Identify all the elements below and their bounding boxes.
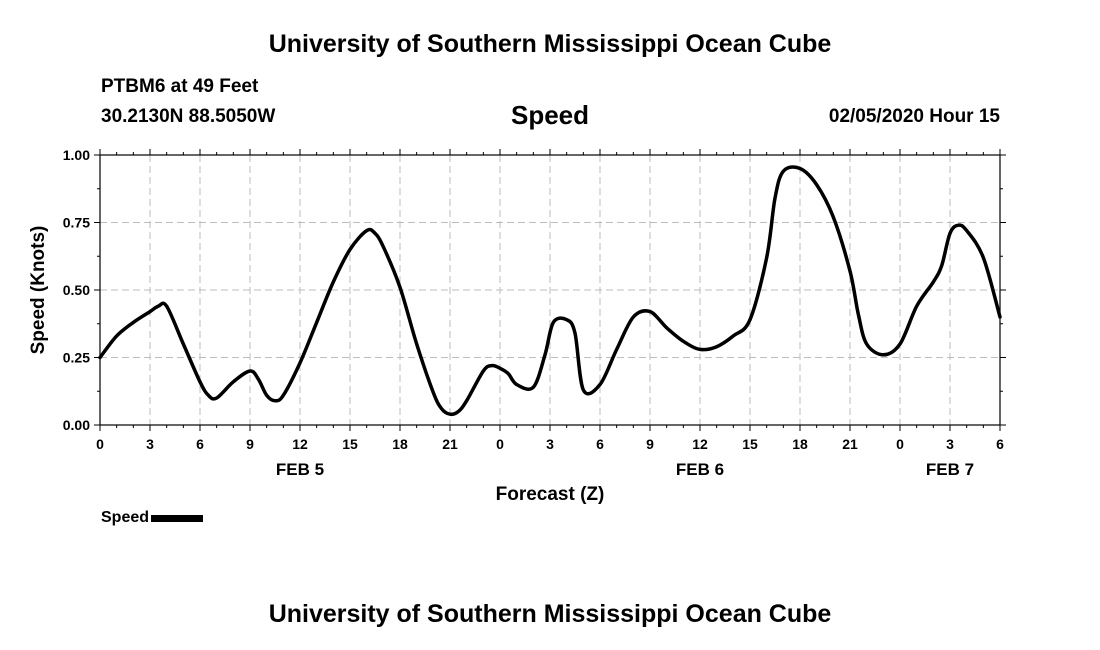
- x-tick-label: 9: [246, 436, 254, 452]
- x-tick-label: 6: [996, 436, 1004, 452]
- x-tick-label: 3: [946, 436, 954, 452]
- chart-title: Speed: [510, 100, 590, 130]
- x-tick-label: 18: [792, 436, 808, 452]
- x-tick-label: 3: [146, 436, 154, 452]
- legend-swatch: [151, 514, 204, 522]
- date-label: FEB 6: [676, 460, 724, 479]
- x-tick-label: 21: [842, 436, 858, 452]
- legend-label: Speed: [101, 509, 150, 526]
- y-axis-title: Speed (Knots): [28, 226, 49, 355]
- x-tick-label: 18: [392, 436, 408, 452]
- x-tick-label: 6: [196, 436, 204, 452]
- y-tick-label: 0.00: [63, 417, 90, 433]
- date-label: FEB 5: [276, 460, 324, 479]
- legend: Speed: [101, 509, 204, 527]
- x-tick-label: 0: [896, 436, 904, 452]
- x-tick-label: 12: [692, 436, 708, 452]
- y-tick-label: 0.25: [63, 350, 90, 366]
- plot-frame: [99, 154, 1001, 426]
- top-title: University of Southern Mississippi Ocean…: [268, 30, 832, 58]
- bottom-title: University of Southern Mississippi Ocean…: [268, 600, 832, 628]
- label-layer: 0.00 0.25 0.50 0.75 1.00 0 3 6 9 12 15 18 21 0 3 6 9 12 15…: [63, 147, 1004, 479]
- x-tick-label: 3: [546, 436, 554, 452]
- x-tick-label: 15: [742, 436, 758, 452]
- series-layer: [98, 165, 1002, 417]
- forecast-datetime: 02/05/2020 Hour 15: [828, 106, 1000, 127]
- x-tick-label: 0: [96, 436, 104, 452]
- x-tick-label: 21: [442, 436, 458, 452]
- station-label: PTBM6 at 49 Feet: [101, 76, 259, 97]
- y-tick-label: 0.75: [63, 215, 90, 231]
- x-tick-label: 15: [342, 436, 358, 452]
- x-tick-label: 6: [596, 436, 604, 452]
- coordinates-label: 30.2130N 88.5050W: [101, 106, 276, 127]
- x-tick-label: 0: [496, 436, 504, 452]
- grid-layer: [100, 155, 1000, 425]
- x-axis-title: Forecast (Z): [496, 484, 605, 505]
- date-label: FEB 7: [926, 460, 974, 479]
- y-tick-label: 1.00: [63, 147, 90, 163]
- x-tick-label: 12: [292, 436, 308, 452]
- y-tick-label: 0.50: [63, 282, 90, 298]
- series-line-speed: [98, 165, 1002, 417]
- x-tick-label: 9: [646, 436, 654, 452]
